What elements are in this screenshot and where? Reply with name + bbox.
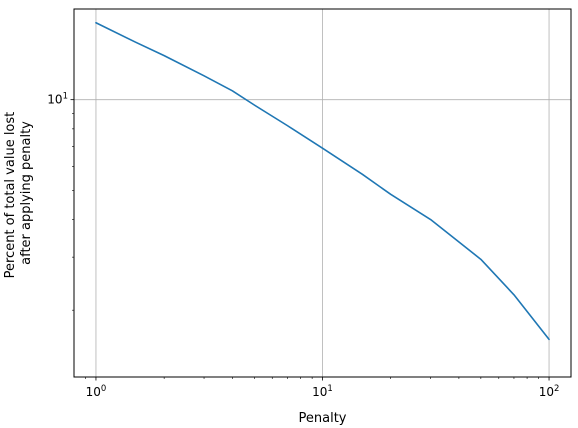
x-tick-label-exponent-2: 2 (554, 384, 559, 394)
x-tick-label-exponent-0: 0 (101, 384, 106, 394)
y-axis-label: Percent of total value lost after applyi… (3, 108, 34, 279)
x-tick-label-1: 101 (312, 384, 333, 399)
y-tick-label-base-0: 10 (47, 93, 62, 107)
x-axis-label: Penalty (299, 411, 347, 426)
x-tick-label-base-0: 10 (86, 385, 101, 399)
x-tick-label-exponent-1: 1 (327, 384, 332, 394)
x-tick-label-2: 102 (539, 384, 560, 399)
grid-lines (74, 9, 571, 377)
x-tick-label-base-2: 10 (539, 385, 554, 399)
y-tick-label-0: 101 (47, 92, 68, 107)
x-tick-label-base-1: 10 (312, 385, 327, 399)
tick-marks (71, 100, 550, 381)
x-tick-label-0: 100 (86, 384, 107, 399)
y-axis-label-line-1: Percent of total value lost (3, 112, 18, 279)
y-tick-label-exponent-0: 1 (63, 92, 68, 102)
y-axis-label-line-2: after applying penalty (19, 121, 34, 265)
